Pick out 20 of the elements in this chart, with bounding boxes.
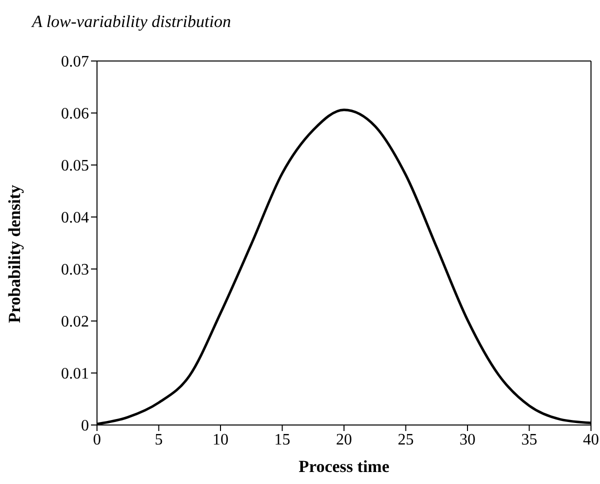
y-tick-label: 0.05 [61, 158, 89, 175]
chart-title: A low-variability distribution [32, 12, 231, 32]
x-tick-label: 25 [398, 431, 414, 448]
y-tick-label: 0.02 [61, 314, 89, 331]
x-tick-label: 30 [460, 431, 476, 448]
x-tick-label: 10 [212, 431, 228, 448]
y-tick-label: 0.01 [61, 366, 89, 383]
y-tick-label: 0.06 [61, 106, 89, 123]
y-tick-label: 0.04 [61, 210, 89, 227]
x-tick-label: 5 [154, 431, 163, 448]
x-axis-title: Process time [298, 457, 390, 476]
x-tick-label: 35 [521, 431, 538, 448]
y-tick-label: 0.07 [61, 54, 89, 71]
y-tick-label: 0.03 [61, 262, 89, 279]
x-tick-label: 40 [583, 431, 599, 448]
x-tick-label: 0 [93, 431, 101, 448]
x-tick-label: 20 [336, 431, 352, 448]
x-tick-label: 15 [274, 431, 290, 448]
y-axis-title: Probability density [5, 184, 24, 323]
y-tick-label: 0 [81, 418, 89, 435]
